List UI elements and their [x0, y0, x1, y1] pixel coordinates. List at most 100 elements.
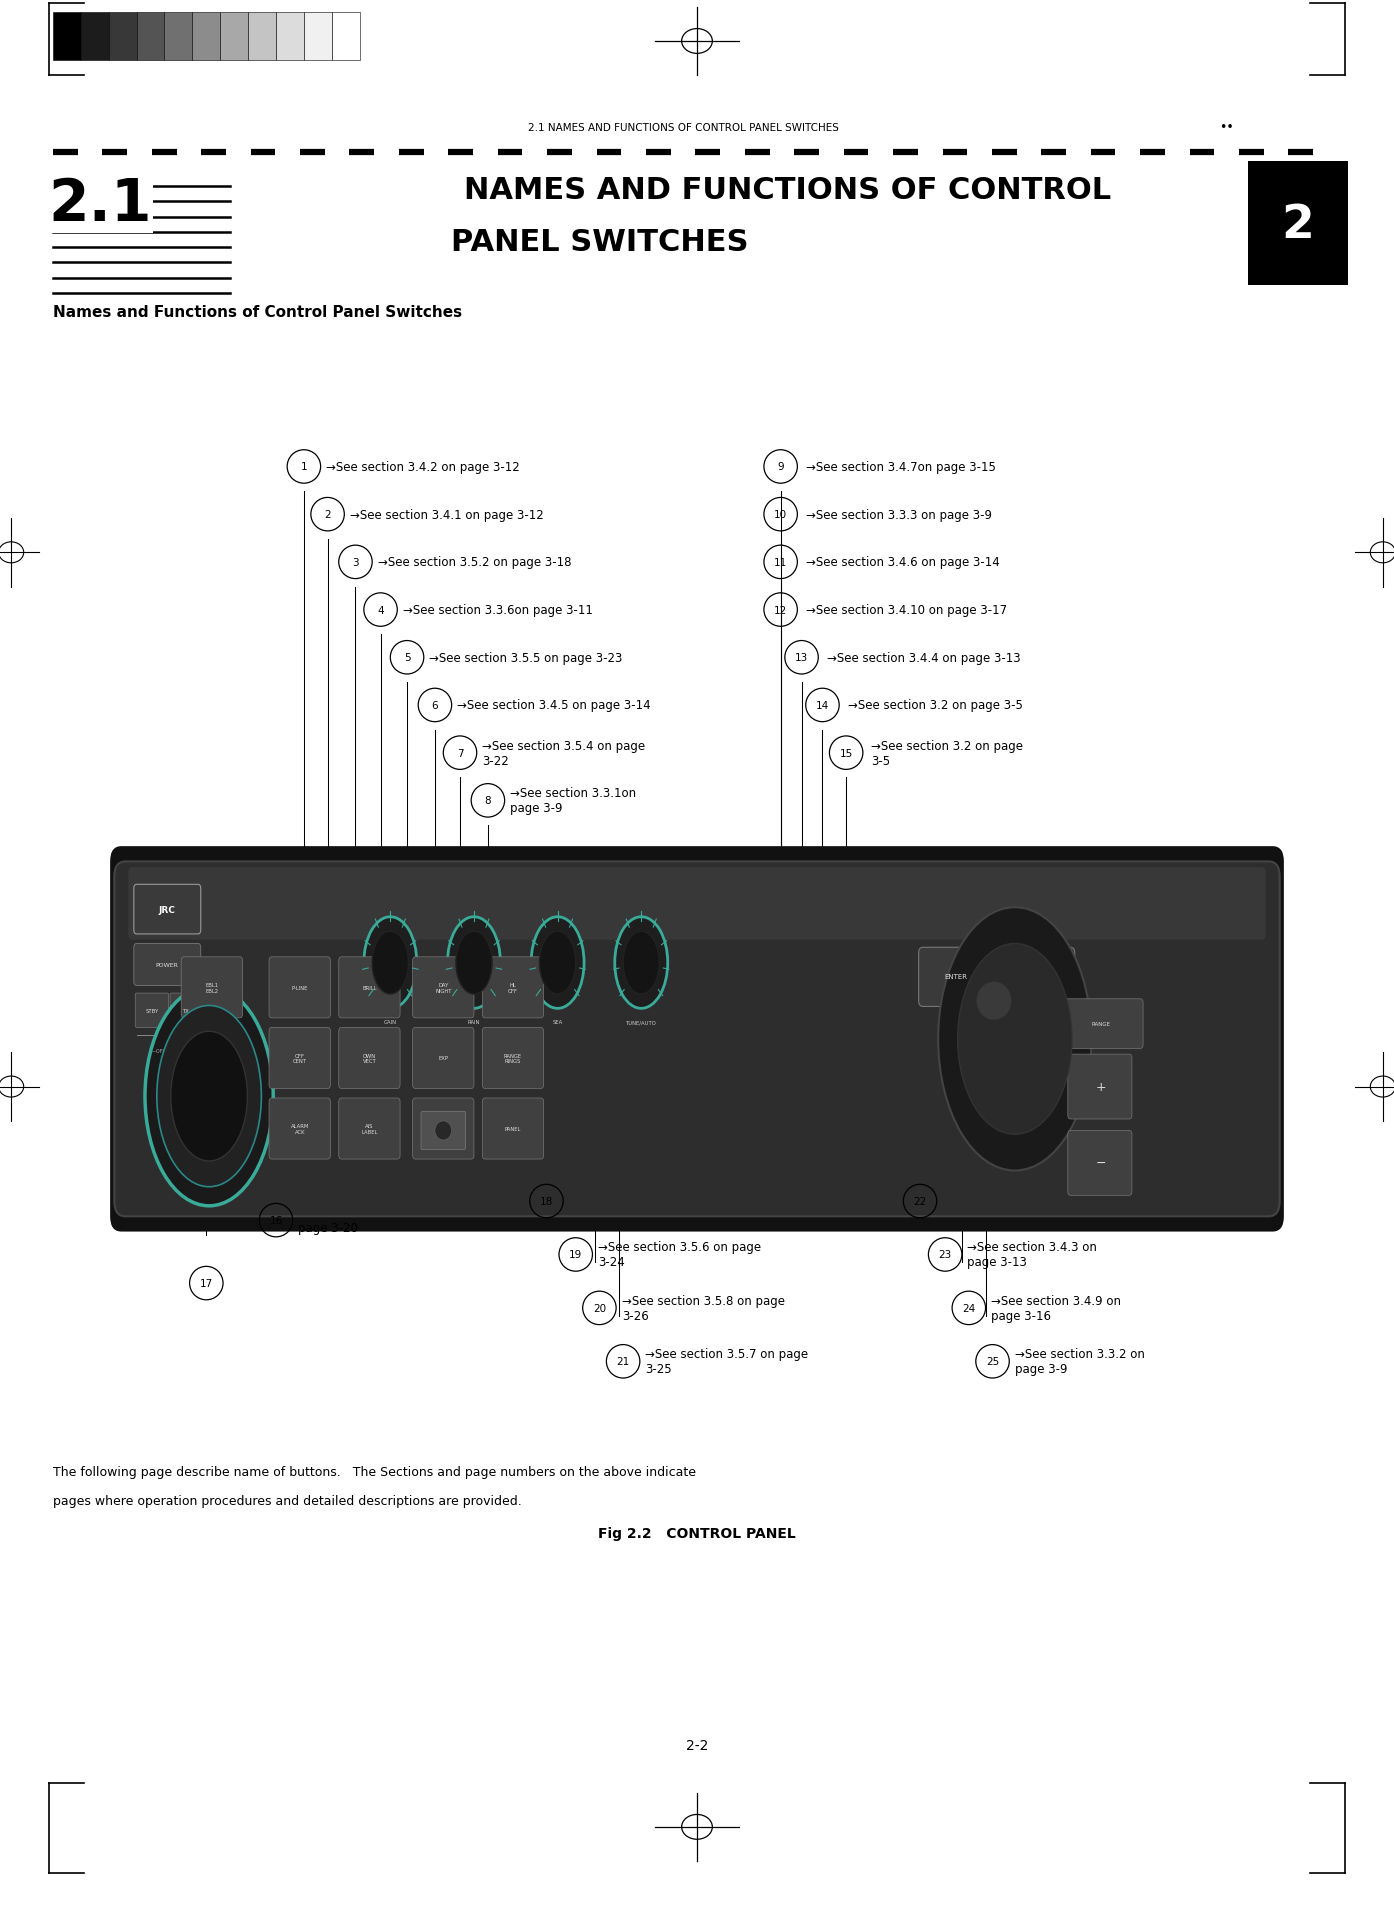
- Text: →See section 3.4.3 on
page 3-13: →See section 3.4.3 on page 3-13: [967, 1241, 1097, 1268]
- Text: →See section 3.5.2 on page 3-18: →See section 3.5.2 on page 3-18: [378, 557, 572, 568]
- Text: →See section 3.5.1on
page 3-18: →See section 3.5.1on page 3-18: [942, 1188, 1068, 1215]
- Text: PANEL SWITCHES: PANEL SWITCHES: [450, 227, 749, 257]
- Text: RANGE
RINGS: RANGE RINGS: [503, 1053, 523, 1064]
- Ellipse shape: [170, 1032, 248, 1161]
- Ellipse shape: [364, 917, 417, 1009]
- Bar: [276, 13, 304, 61]
- Text: →See section 3.4.2 on page 3-12: →See section 3.4.2 on page 3-12: [326, 461, 520, 473]
- Bar: [109, 13, 137, 61]
- Ellipse shape: [145, 988, 273, 1207]
- Text: 20: 20: [592, 1302, 606, 1314]
- FancyBboxPatch shape: [919, 948, 994, 1007]
- FancyBboxPatch shape: [181, 1028, 243, 1089]
- FancyBboxPatch shape: [413, 957, 474, 1018]
- Text: +: +: [1096, 1081, 1107, 1093]
- FancyBboxPatch shape: [421, 1112, 466, 1150]
- Text: RANGE: RANGE: [1092, 1022, 1111, 1026]
- Text: →See section 3.4.9 on
page 3-16: →See section 3.4.9 on page 3-16: [991, 1295, 1121, 1322]
- Bar: [192, 13, 220, 61]
- Bar: [248, 13, 276, 61]
- Text: POWER: POWER: [156, 963, 178, 967]
- Ellipse shape: [531, 917, 584, 1009]
- Text: 19: 19: [569, 1249, 583, 1261]
- Text: DAY
NIGHT: DAY NIGHT: [435, 982, 452, 994]
- Text: RAIN: RAIN: [468, 1020, 480, 1024]
- Text: 24: 24: [962, 1302, 976, 1314]
- FancyBboxPatch shape: [114, 862, 1280, 1217]
- Text: →See section 3.3.3 on page 3-9: →See section 3.3.3 on page 3-9: [806, 509, 991, 521]
- Text: SEA: SEA: [552, 1020, 563, 1024]
- Text: →See section 3.3.6on page 3-11: →See section 3.3.6on page 3-11: [403, 605, 592, 616]
- FancyBboxPatch shape: [181, 957, 243, 1018]
- Text: OWN
VECT: OWN VECT: [362, 1053, 376, 1064]
- Text: 6: 6: [432, 700, 438, 711]
- Text: →See section 3.4.7on page 3-15: →See section 3.4.7on page 3-15: [806, 461, 995, 473]
- Text: →See section 3.5.6 on page
3-24: →See section 3.5.6 on page 3-24: [598, 1241, 761, 1268]
- Text: 2.1: 2.1: [49, 175, 152, 233]
- FancyBboxPatch shape: [269, 1098, 330, 1159]
- Text: →See section 3.5.5 on page 3-23: →See section 3.5.5 on page 3-23: [429, 652, 623, 664]
- Text: JRC: JRC: [159, 906, 176, 913]
- FancyBboxPatch shape: [482, 1028, 544, 1089]
- Text: →See section 3.4.10 on page 3-17: →See section 3.4.10 on page 3-17: [806, 605, 1006, 616]
- Text: ALARM
ACK: ALARM ACK: [290, 1123, 309, 1135]
- FancyBboxPatch shape: [339, 957, 400, 1018]
- Text: 13: 13: [795, 652, 809, 664]
- Ellipse shape: [447, 917, 500, 1009]
- FancyBboxPatch shape: [1057, 999, 1143, 1049]
- Text: →See section 3.4.6 on page 3-14: →See section 3.4.6 on page 3-14: [806, 557, 999, 568]
- Text: MENU: MENU: [1027, 973, 1047, 980]
- Text: 7: 7: [457, 748, 463, 759]
- Bar: [53, 13, 81, 61]
- Text: →See section 3.3.2 on
page 3-9: →See section 3.3.2 on page 3-9: [1015, 1348, 1144, 1375]
- Text: 16: 16: [269, 1215, 283, 1226]
- FancyBboxPatch shape: [413, 1098, 474, 1159]
- Text: →See section 3.4.4 on page 3-13: →See section 3.4.4 on page 3-13: [827, 652, 1020, 664]
- Text: P-LINE: P-LINE: [291, 986, 308, 990]
- Text: 23: 23: [938, 1249, 952, 1261]
- Text: 22: 22: [913, 1196, 927, 1207]
- Ellipse shape: [938, 908, 1092, 1171]
- Text: GAIN: GAIN: [383, 1020, 397, 1024]
- Text: →See section 3.5.3 on
page 3-20: →See section 3.5.3 on page 3-20: [298, 1207, 428, 1234]
- Text: 11: 11: [774, 557, 788, 568]
- FancyBboxPatch shape: [134, 885, 201, 934]
- Text: →See section 3.2 on page
3-5: →See section 3.2 on page 3-5: [871, 740, 1023, 767]
- FancyBboxPatch shape: [413, 1028, 474, 1089]
- Text: 9: 9: [778, 461, 783, 473]
- Text: 14: 14: [815, 700, 829, 711]
- Text: ••: ••: [1220, 122, 1234, 133]
- Text: →See section 3.5.8 on page
3-26: →See section 3.5.8 on page 3-26: [622, 1295, 785, 1322]
- Bar: [304, 13, 332, 61]
- Ellipse shape: [958, 944, 1072, 1135]
- Text: 17: 17: [199, 1278, 213, 1289]
- Text: 10: 10: [774, 509, 788, 521]
- FancyBboxPatch shape: [1068, 1131, 1132, 1196]
- FancyBboxPatch shape: [339, 1028, 400, 1089]
- Text: →See section 3.5.4 on page
3-22: →See section 3.5.4 on page 3-22: [482, 740, 645, 767]
- Bar: [81, 13, 109, 61]
- Text: 1: 1: [301, 461, 307, 473]
- FancyBboxPatch shape: [170, 994, 204, 1028]
- Text: —OFF—: —OFF—: [152, 1049, 171, 1053]
- Bar: [164, 13, 192, 61]
- Bar: [137, 13, 164, 61]
- Text: 2-2: 2-2: [686, 1737, 708, 1753]
- Text: 3: 3: [353, 557, 358, 568]
- Ellipse shape: [435, 1121, 452, 1140]
- Ellipse shape: [615, 917, 668, 1009]
- Text: 5: 5: [404, 652, 410, 664]
- Text: The following page describe name of buttons.   The Sections and page numbers on : The following page describe name of butt…: [53, 1466, 696, 1478]
- Text: −: −: [1096, 1158, 1107, 1169]
- Text: STBY: STBY: [145, 1009, 159, 1013]
- Ellipse shape: [456, 931, 492, 995]
- Text: EBL1
EBL2: EBL1 EBL2: [205, 982, 219, 994]
- FancyBboxPatch shape: [999, 948, 1075, 1007]
- Text: →See section 3.4.5 on page 3-14: →See section 3.4.5 on page 3-14: [457, 700, 651, 711]
- FancyBboxPatch shape: [135, 994, 169, 1028]
- Text: Names and Functions of Control Panel Switches: Names and Functions of Control Panel Swi…: [53, 305, 461, 320]
- Text: OFF
CENT: OFF CENT: [293, 1053, 307, 1064]
- Ellipse shape: [539, 931, 576, 995]
- Text: →See section 3.4.1 on page 3-12: →See section 3.4.1 on page 3-12: [350, 509, 544, 521]
- FancyBboxPatch shape: [269, 1028, 330, 1089]
